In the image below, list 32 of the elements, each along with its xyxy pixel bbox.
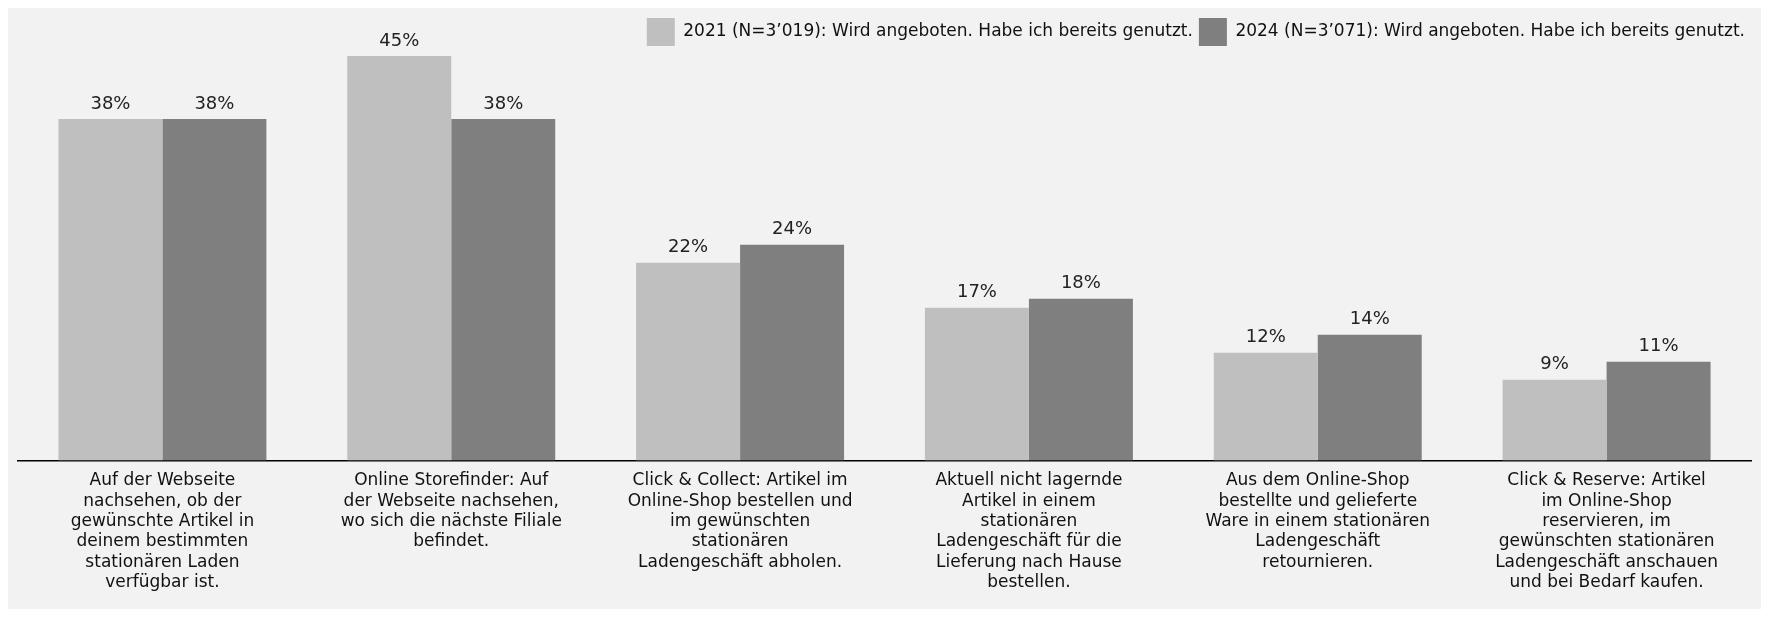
- data-label: 45%: [379, 28, 420, 50]
- data-label: 14%: [1349, 307, 1390, 329]
- x-tick-label: Aktuell nicht lagernde Artikel in einem stationären Ladengeschäft für die Lieferung nach Hause bestellen.: [935, 469, 1123, 592]
- x-tick-label: Aus dem Online-Shop bestellte und gelieferte Ware in einem stationären Ladengeschäft retournieren.: [1205, 469, 1431, 571]
- x-tick-label: Click & Reserve: Artikel im Online-Shop reservieren, im gewünschten stationären Ladengeschäft anschauen und bei Bedarf kaufen.: [1495, 469, 1719, 592]
- data-label: 17%: [956, 280, 997, 302]
- x-tick-label: Auf der Webseite nachsehen, ob der gewünschte Artikel in deinem bestimmten stationären Laden verfügbar ist.: [70, 469, 255, 592]
- bar: [636, 262, 741, 461]
- data-label: 12%: [1245, 325, 1286, 347]
- bar: [1606, 361, 1711, 461]
- data-label: 9%: [1540, 352, 1569, 374]
- bar: [1317, 334, 1422, 461]
- bar: [1028, 298, 1133, 461]
- data-label: 38%: [483, 91, 524, 113]
- data-label: 24%: [772, 217, 813, 239]
- data-label: 11%: [1638, 334, 1679, 356]
- bar: [162, 118, 267, 461]
- x-tick-label: Click & Collect: Artikel im Online-Shop bestellen und im gewünschten stationären Ladengeschäft abholen.: [627, 469, 853, 571]
- bar: [1213, 352, 1318, 461]
- bar: [1502, 379, 1607, 461]
- data-label: 38%: [90, 91, 131, 113]
- bar: [347, 56, 452, 461]
- bar: [924, 307, 1029, 461]
- data-label: 18%: [1060, 271, 1101, 293]
- data-label: 22%: [668, 235, 709, 257]
- legend-label: 2024 (N=3’071): Wird angeboten. Habe ich bereits genutzt.: [1235, 20, 1746, 41]
- bar: [740, 244, 845, 461]
- x-tick-label: Online Storefinder: Auf der Webseite nachsehen, wo sich die nächste Filiale befindet.: [340, 469, 562, 551]
- bar: [451, 118, 556, 461]
- bar: [58, 118, 163, 461]
- legend-label: 2021 (N=3’019): Wird angeboten. Habe ich bereits genutzt.: [683, 20, 1193, 41]
- data-label: 38%: [194, 91, 235, 113]
